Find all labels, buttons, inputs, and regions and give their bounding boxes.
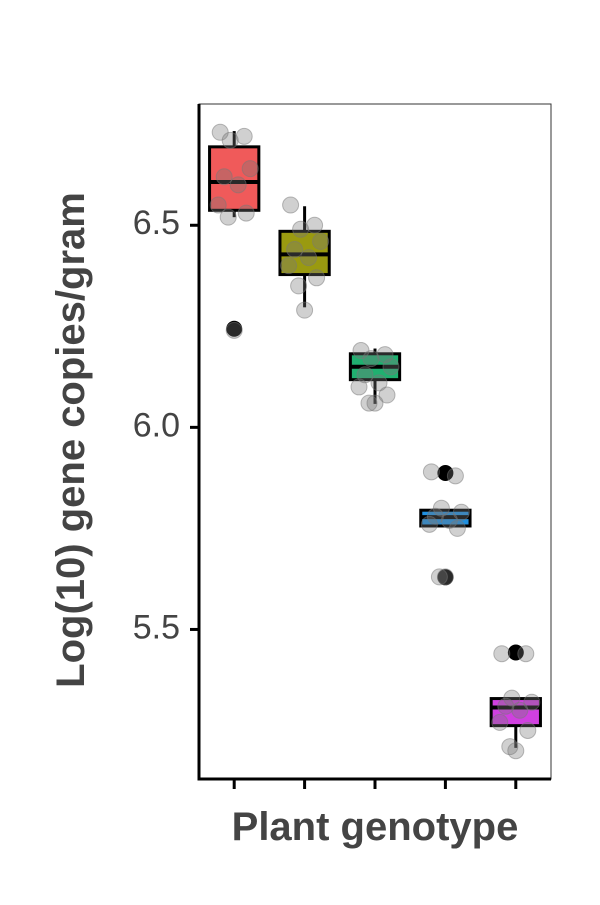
data-point (282, 196, 300, 214)
data-point (286, 241, 304, 259)
data-point (448, 519, 466, 537)
data-point (493, 645, 511, 663)
data-point (221, 131, 239, 149)
data-point (420, 515, 438, 533)
data-point (452, 503, 470, 521)
y-axis-label: Log(10) gene copies/gram (49, 192, 93, 688)
y-tick-label: 6.5 (133, 204, 180, 242)
data-point (312, 232, 330, 250)
data-point (280, 257, 298, 275)
outlier (437, 569, 454, 586)
data-point (523, 693, 541, 711)
data-point (209, 196, 227, 214)
data-point (350, 378, 368, 396)
data-point (290, 277, 308, 295)
data-point (241, 160, 259, 178)
data-point (225, 321, 243, 339)
data-point (366, 394, 384, 412)
data-point (296, 301, 314, 319)
data-point (229, 176, 247, 194)
data-point (237, 204, 255, 222)
data-point (378, 386, 396, 404)
data-point (491, 713, 509, 731)
data-point (306, 216, 324, 234)
data-point (362, 350, 380, 368)
data-point (446, 467, 464, 485)
x-axis-label: Plant genotype (232, 805, 519, 849)
data-point (497, 697, 515, 715)
data-point (507, 742, 525, 760)
box (489, 697, 542, 728)
outlier (437, 465, 454, 482)
data-point (430, 568, 448, 586)
data-point (215, 168, 233, 186)
data-point (308, 269, 326, 287)
data-point (370, 374, 388, 392)
outlier (226, 320, 243, 337)
data-point (519, 721, 537, 739)
y-tick-label: 6.0 (133, 406, 180, 444)
data-point (360, 394, 378, 412)
data-point (517, 645, 535, 663)
data-point (511, 701, 529, 719)
data-point (300, 249, 318, 267)
data-point (436, 568, 454, 586)
data-point (219, 208, 237, 226)
data-point (422, 463, 440, 481)
data-point (235, 127, 253, 145)
data-point (382, 358, 400, 376)
y-tick-label: 5.5 (133, 608, 180, 646)
data-point (292, 220, 310, 238)
